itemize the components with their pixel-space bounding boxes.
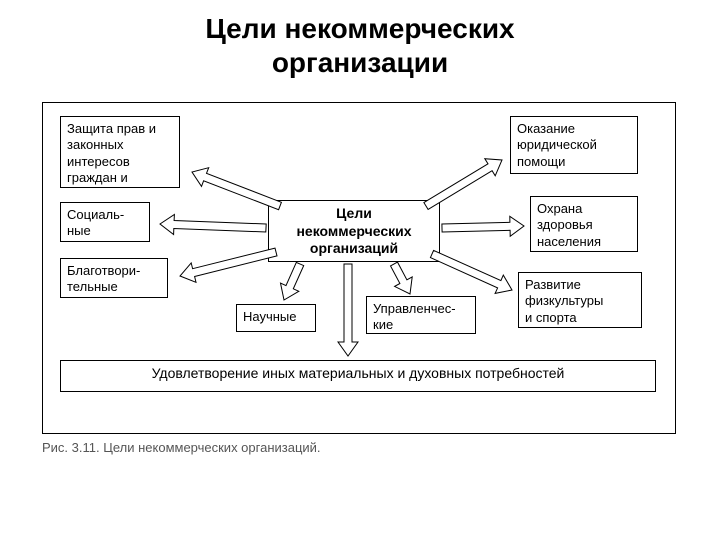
node-n5: Управленчес-кие (366, 296, 476, 334)
node-n2: Социаль-ные (60, 202, 150, 242)
node-n4: Научные (236, 304, 316, 332)
slide-title: Цели некоммерческих организации (0, 0, 720, 79)
title-line-1: Цели некоммерческих (205, 13, 514, 44)
node-n3: Благотвори-тельные (60, 258, 168, 298)
node-n1: Защита прав изаконныхинтересовграждан и (60, 116, 180, 188)
caption-text: Рис. 3.11. Цели некоммерческих организац… (42, 440, 321, 455)
center-node: Целинекоммерческихорганизаций (268, 200, 440, 262)
figure-caption: Рис. 3.11. Цели некоммерческих организац… (42, 440, 321, 455)
node-n8: Развитиефизкультурыи спорта (518, 272, 642, 328)
title-line-2: организации (272, 47, 448, 78)
node-n6: Оказаниеюридическойпомощи (510, 116, 638, 174)
node-n7: Охраназдоровьянаселения (530, 196, 638, 252)
node-n9: Удовлетворение иных материальных и духов… (60, 360, 656, 392)
